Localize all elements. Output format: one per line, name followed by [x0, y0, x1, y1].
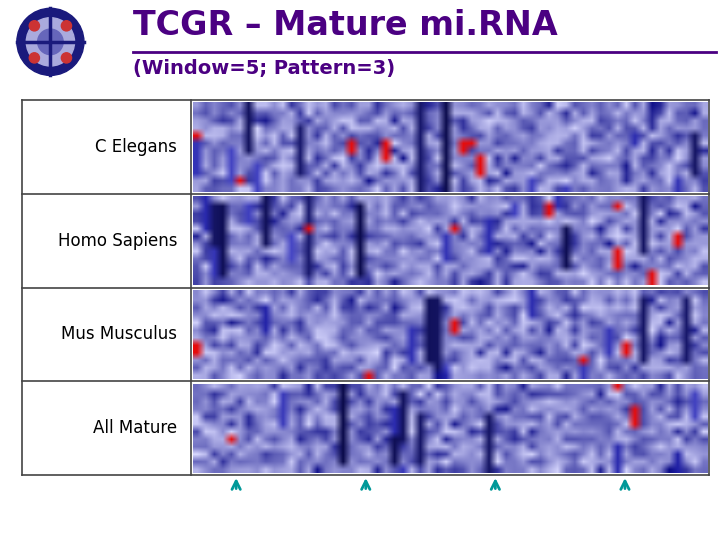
Text: CGG: CGG — [354, 498, 378, 512]
Text: Mus Musculus: Mus Musculus — [61, 326, 177, 343]
Text: TCGR – Mature mi.RNA: TCGR – Mature mi.RNA — [133, 9, 558, 42]
Text: C Elegans: C Elegans — [95, 138, 177, 156]
Text: All Mature: All Mature — [93, 419, 177, 437]
Circle shape — [61, 53, 71, 63]
Circle shape — [37, 29, 63, 55]
Circle shape — [26, 18, 75, 66]
Circle shape — [30, 53, 40, 63]
Circle shape — [30, 21, 40, 31]
Circle shape — [17, 8, 84, 76]
Text: Homo Sapiens: Homo Sapiens — [58, 232, 177, 249]
Text: GCG: GCG — [483, 498, 508, 512]
Text: (Window=5; Pattern=3): (Window=5; Pattern=3) — [133, 59, 395, 78]
Text: ACG: ACG — [224, 498, 248, 512]
Circle shape — [61, 21, 71, 31]
Text: UCG: UCG — [613, 498, 637, 512]
